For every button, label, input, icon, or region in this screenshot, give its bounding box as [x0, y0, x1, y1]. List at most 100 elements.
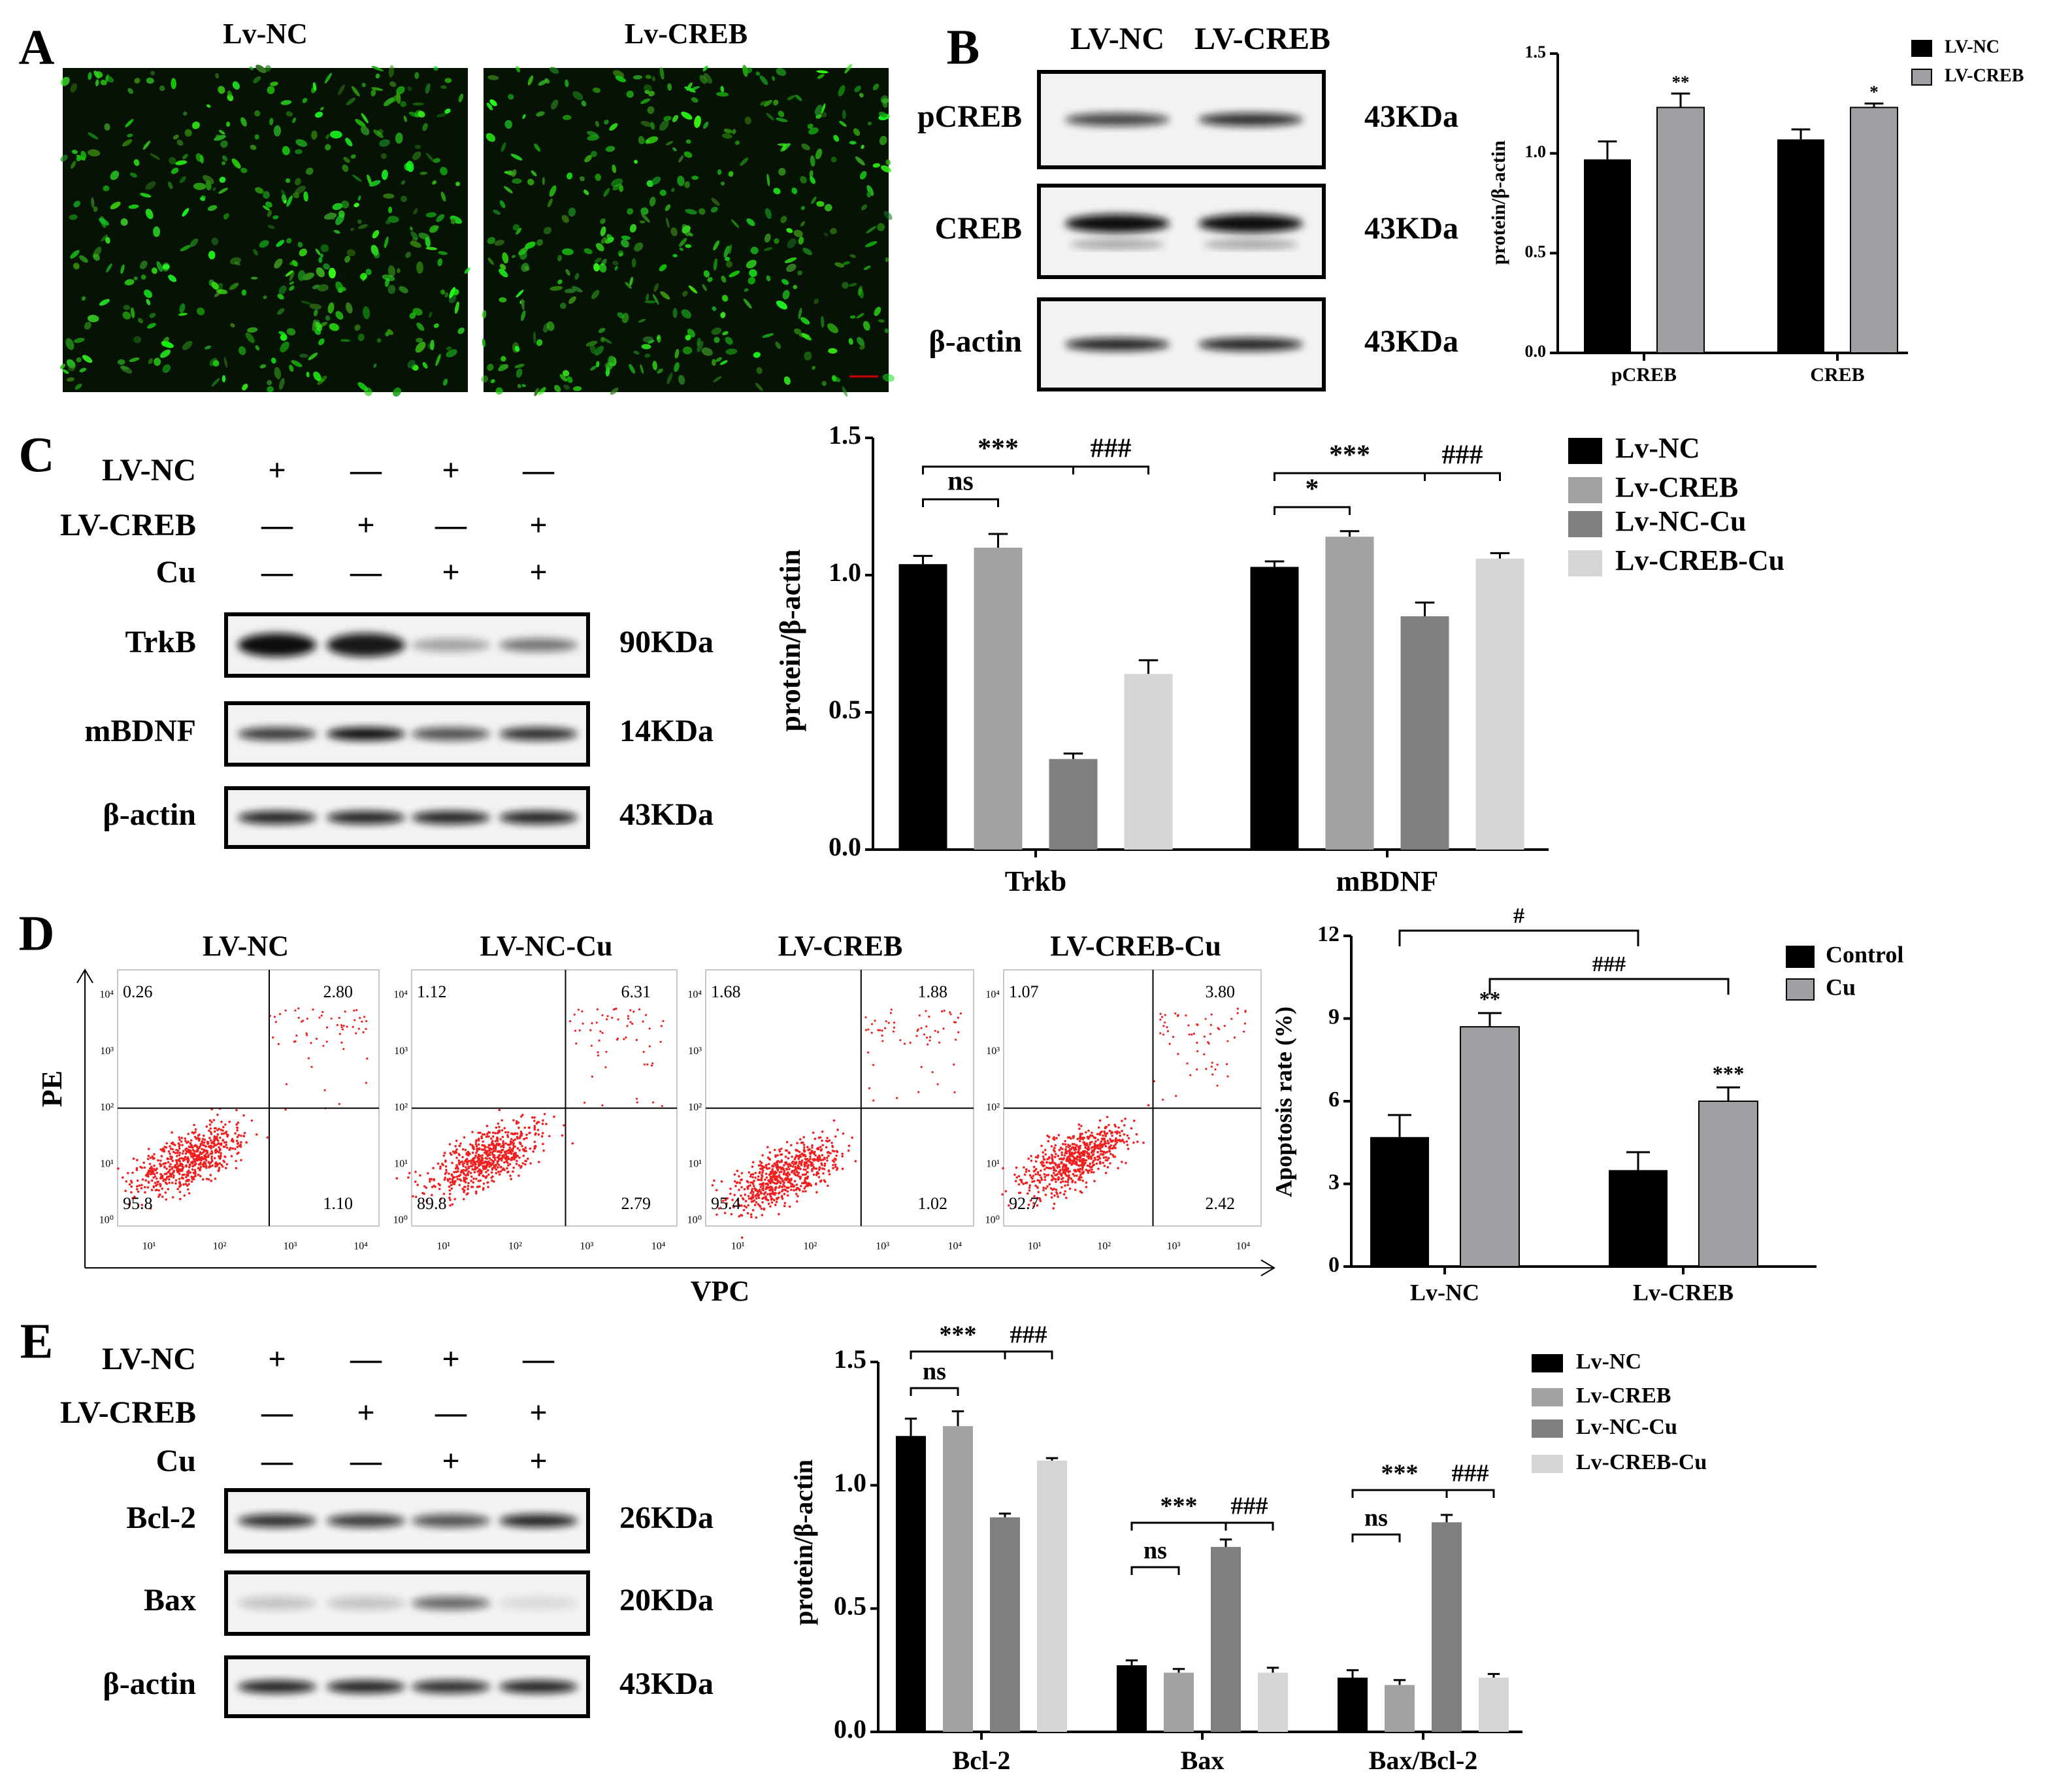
event-dot — [191, 1168, 194, 1171]
treatment-mark: — — [261, 555, 293, 589]
cell — [603, 188, 610, 197]
event-dot — [130, 1181, 133, 1184]
cell — [810, 176, 815, 184]
event-dot — [1065, 1146, 1068, 1148]
event-dot — [192, 1178, 195, 1181]
event-dot — [155, 1177, 158, 1180]
cell — [783, 376, 791, 385]
event-dot — [761, 1171, 764, 1174]
event-dot — [182, 1166, 185, 1169]
event-dot — [1052, 1172, 1055, 1174]
cell — [666, 373, 673, 385]
event-dot — [1029, 1199, 1032, 1202]
band — [238, 633, 316, 657]
event-dot — [818, 1166, 821, 1169]
event-dot — [791, 1155, 793, 1158]
cell — [371, 87, 384, 91]
event-dot — [475, 1145, 478, 1148]
cell — [823, 233, 829, 237]
event-dot — [220, 1120, 223, 1123]
event-dot — [1089, 1162, 1092, 1165]
event-dot — [519, 1166, 522, 1169]
event-dot — [1064, 1150, 1068, 1153]
event-dot — [893, 1021, 896, 1024]
event-dot — [767, 1179, 770, 1182]
event-dot — [178, 1147, 181, 1150]
event-dot — [766, 1186, 770, 1189]
event-dot — [438, 1187, 441, 1191]
event-dot — [188, 1145, 191, 1148]
event-dot — [612, 1008, 616, 1011]
y-tick-label: 10⁰ — [99, 1215, 114, 1226]
event-dot — [457, 1174, 461, 1178]
cell — [259, 364, 267, 369]
cell — [454, 301, 459, 314]
event-dot — [1091, 1149, 1094, 1152]
event-dot — [812, 1163, 814, 1167]
x-tick-label: 10¹ — [142, 1241, 156, 1252]
event-dot — [1081, 1133, 1083, 1135]
cell — [229, 282, 239, 290]
event-dot — [1047, 1136, 1051, 1138]
event-dot — [1074, 1188, 1077, 1191]
event-dot — [771, 1190, 774, 1193]
cell — [719, 360, 728, 365]
event-dot — [1091, 1131, 1093, 1135]
event-dot — [1034, 1172, 1037, 1176]
cell — [489, 99, 497, 107]
event-dot — [1055, 1180, 1057, 1184]
cell — [74, 384, 82, 390]
cell — [283, 199, 287, 204]
event-dot — [1223, 1025, 1226, 1027]
event-dot — [1064, 1140, 1066, 1142]
event-dot — [479, 1179, 482, 1182]
cell — [742, 65, 748, 77]
lane-label: LV-NC — [1070, 22, 1164, 56]
cell — [178, 312, 188, 316]
event-dot — [492, 1147, 495, 1150]
event-dot — [1085, 1151, 1089, 1153]
bar — [1250, 567, 1299, 850]
cell — [703, 73, 712, 84]
cell — [512, 178, 522, 184]
cell — [162, 264, 170, 270]
event-dot — [1087, 1171, 1090, 1174]
event-dot — [205, 1159, 208, 1162]
event-dot — [195, 1154, 199, 1157]
quadrant-value: 1.10 — [323, 1194, 353, 1213]
event-dot — [778, 1174, 781, 1176]
cell — [293, 192, 300, 199]
event-dot — [872, 1099, 875, 1102]
event-dot — [773, 1148, 776, 1152]
size-label: 43KDa — [1364, 211, 1458, 246]
cell — [750, 246, 759, 255]
event-dot — [510, 1178, 513, 1180]
y-tick-label: 1.0 — [1525, 142, 1547, 161]
event-dot — [577, 1008, 580, 1011]
event-dot — [476, 1167, 479, 1169]
event-dot — [821, 1158, 825, 1161]
cell — [762, 333, 774, 338]
event-dot — [648, 1045, 651, 1048]
event-dot — [494, 1132, 497, 1135]
band — [327, 1597, 405, 1610]
event-dot — [781, 1167, 784, 1170]
event-dot — [533, 1128, 536, 1131]
event-dot — [191, 1160, 194, 1163]
cell — [282, 146, 290, 156]
event-dot — [1118, 1139, 1121, 1142]
event-dot — [478, 1174, 481, 1176]
cell — [425, 212, 436, 218]
cell — [211, 282, 219, 290]
event-dot — [548, 1135, 551, 1138]
cell — [410, 226, 413, 231]
event-dot — [957, 1031, 960, 1034]
cell — [357, 219, 362, 224]
event-dot — [1066, 1155, 1069, 1159]
event-dot — [208, 1137, 211, 1140]
cell — [567, 376, 573, 384]
event-dot — [497, 1122, 500, 1125]
quadrant-value: 1.12 — [417, 982, 447, 1001]
event-dot — [751, 1208, 755, 1212]
event-dot — [408, 1172, 411, 1174]
